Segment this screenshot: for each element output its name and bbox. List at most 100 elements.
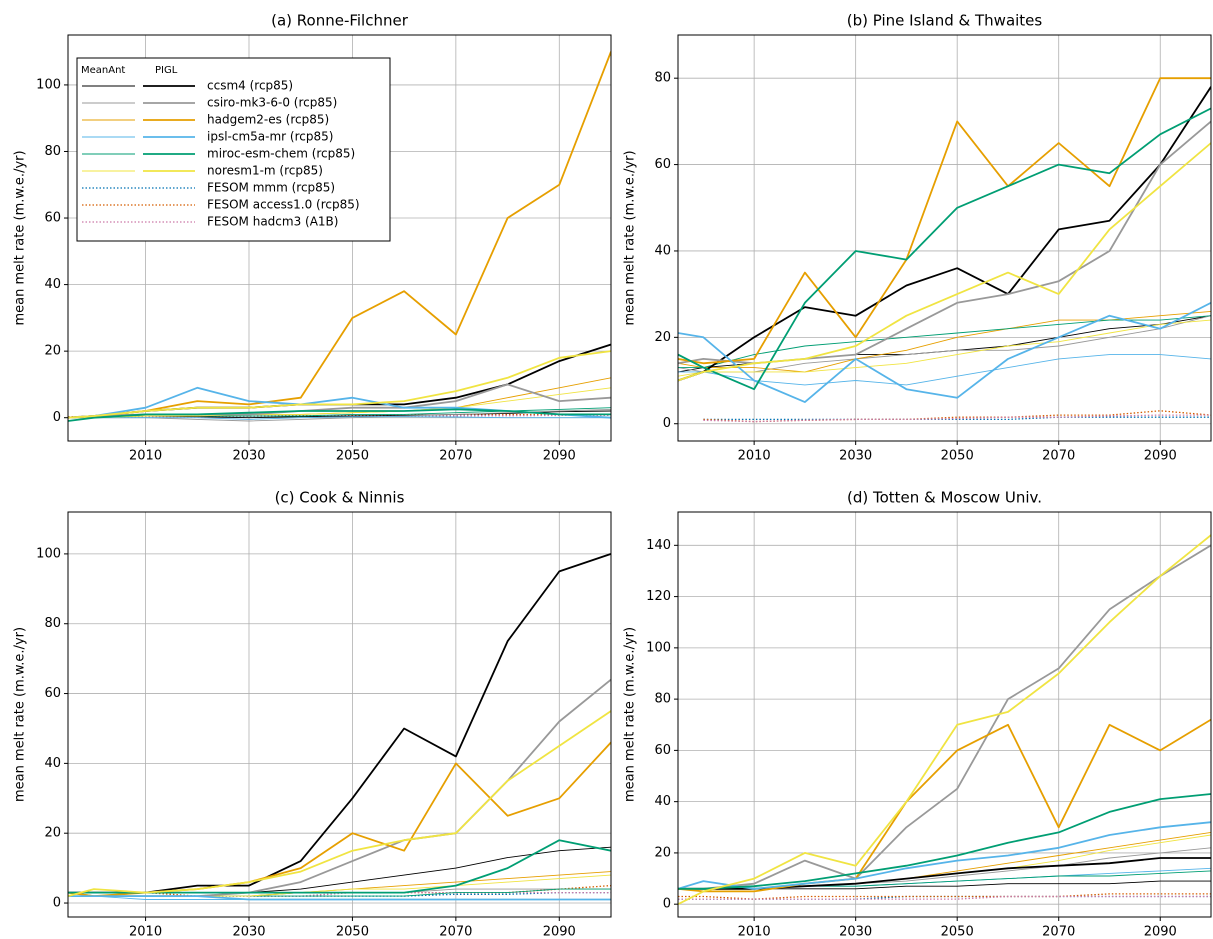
legend-label: FESOM mmm (rcp85) <box>207 181 335 195</box>
series-line <box>678 107 1211 391</box>
series-line <box>68 387 611 419</box>
plot-frame <box>67 511 612 918</box>
y-tick-label: 20 <box>44 344 61 359</box>
y-tick-label: 0 <box>53 410 61 425</box>
series-line <box>68 678 611 897</box>
series-line <box>678 142 1211 382</box>
x-tick-label: 2010 <box>738 925 771 939</box>
panel: (c) Cook & Ninnis mean melt rate (m.w.e./… <box>13 489 612 939</box>
y-tick-label: 80 <box>654 71 671 86</box>
legend-label: csiro-mk3-6-0 (rcp85) <box>207 96 337 110</box>
lines <box>678 77 1211 423</box>
legend-label: miroc-esm-chem (rcp85) <box>207 147 355 161</box>
y-tick-label: 80 <box>44 144 61 159</box>
series-line <box>678 895 1211 900</box>
y-tick-label: 60 <box>654 157 671 172</box>
x-tick-label: 2070 <box>1042 925 1075 939</box>
panel: (a) Ronne-Filchner mean melt rate (m.w.e.… <box>13 12 612 464</box>
y-tick-label: 0 <box>663 416 671 431</box>
x-tick-label: 2010 <box>738 449 771 464</box>
x-tick-label: 2070 <box>439 449 472 464</box>
series-line <box>68 413 611 418</box>
y-axis-label: mean melt rate (m.w.e./yr) <box>13 150 28 325</box>
series-line <box>678 793 1211 890</box>
x-tick-label: 2070 <box>439 925 472 939</box>
y-axis-label: mean melt rate (m.w.e./yr) <box>623 627 638 802</box>
series-line <box>678 893 1211 900</box>
series-line <box>678 544 1211 890</box>
lines <box>678 534 1211 906</box>
x-tick-label: 2090 <box>1144 449 1177 464</box>
series-line <box>678 120 1211 365</box>
y-tick-label: 80 <box>44 616 61 631</box>
x-tick-label: 2050 <box>941 925 974 939</box>
x-tick-label: 2090 <box>543 925 576 939</box>
series-line <box>678 315 1211 369</box>
series-line <box>68 891 611 897</box>
series-line <box>678 310 1211 373</box>
y-tick-label: 40 <box>654 243 671 258</box>
series-line <box>678 857 1211 890</box>
series-line <box>703 416 1211 421</box>
y-tick-label: 40 <box>44 756 61 771</box>
legend-label: noresm1-m (rcp85) <box>207 164 323 178</box>
series-line <box>68 891 611 897</box>
plot-frame <box>677 34 1212 442</box>
x-tick-label: 2090 <box>1144 925 1177 939</box>
y-tick-label: 100 <box>36 546 61 561</box>
y-tick-label: 0 <box>53 896 61 911</box>
legend-label: hadgem2-es (rcp85) <box>207 113 329 127</box>
lines <box>68 51 611 422</box>
x-tick-label: 2010 <box>129 449 162 464</box>
y-tick-label: 20 <box>654 845 671 860</box>
y-tick-label: 20 <box>44 826 61 841</box>
series-line <box>678 354 1211 386</box>
x-tick-label: 2030 <box>839 449 872 464</box>
y-axis-label: mean melt rate (m.w.e./yr) <box>13 627 28 802</box>
legend-label: ccsm4 (rcp85) <box>207 79 293 93</box>
y-tick-label: 40 <box>654 794 671 809</box>
series-line <box>678 319 1211 377</box>
x-tick-label: 2030 <box>839 925 872 939</box>
series-line <box>678 86 1211 382</box>
legend-header: MeanAnt <box>81 65 125 76</box>
series-line <box>68 350 611 419</box>
x-tick-label: 2090 <box>543 449 576 464</box>
x-tick-label: 2030 <box>232 925 265 939</box>
panel: (b) Pine Island & Thwaites mean melt rate… <box>623 12 1212 464</box>
legend-label: FESOM access1.0 (rcp85) <box>207 198 360 212</box>
x-tick-label: 2050 <box>336 925 369 939</box>
plot-frame <box>677 511 1212 918</box>
y-tick-label: 60 <box>654 743 671 758</box>
x-tick-label: 2050 <box>941 449 974 464</box>
legend-header: PIGL <box>155 65 178 76</box>
y-tick-label: 60 <box>44 686 61 701</box>
x-tick-label: 2050 <box>336 449 369 464</box>
y-tick-label: 100 <box>646 640 671 655</box>
series-line <box>68 895 611 901</box>
y-tick-label: 120 <box>646 589 671 604</box>
legend: MeanAnt PIGL ccsm4 (rcp85) csiro-mk3-6-0 (r… <box>76 57 391 242</box>
plot-frame <box>67 34 612 442</box>
y-tick-label: 0 <box>663 897 671 912</box>
series-line <box>68 408 611 422</box>
legend-label: FESOM hadcm3 (A1B) <box>207 215 338 229</box>
y-axis-label: mean melt rate (m.w.e./yr) <box>623 150 638 325</box>
chart-title: (c) Cook & Ninnis <box>275 489 405 507</box>
legend-box <box>76 57 391 242</box>
y-tick-label: 80 <box>654 692 671 707</box>
panel: (d) Totten & Moscow Univ. mean melt rate … <box>623 489 1212 939</box>
y-tick-label: 100 <box>36 77 61 92</box>
series-line <box>678 534 1211 906</box>
y-tick-label: 60 <box>44 211 61 226</box>
lines <box>68 553 611 901</box>
chart-title: (b) Pine Island & Thwaites <box>847 12 1043 30</box>
series-line <box>68 416 611 420</box>
x-tick-label: 2070 <box>1042 449 1075 464</box>
y-tick-label: 40 <box>44 277 61 292</box>
series-line <box>678 77 1211 365</box>
series-line <box>678 301 1211 403</box>
y-tick-label: 140 <box>646 538 671 553</box>
legend-label: ipsl-cm5a-mr (rcp85) <box>207 130 333 144</box>
